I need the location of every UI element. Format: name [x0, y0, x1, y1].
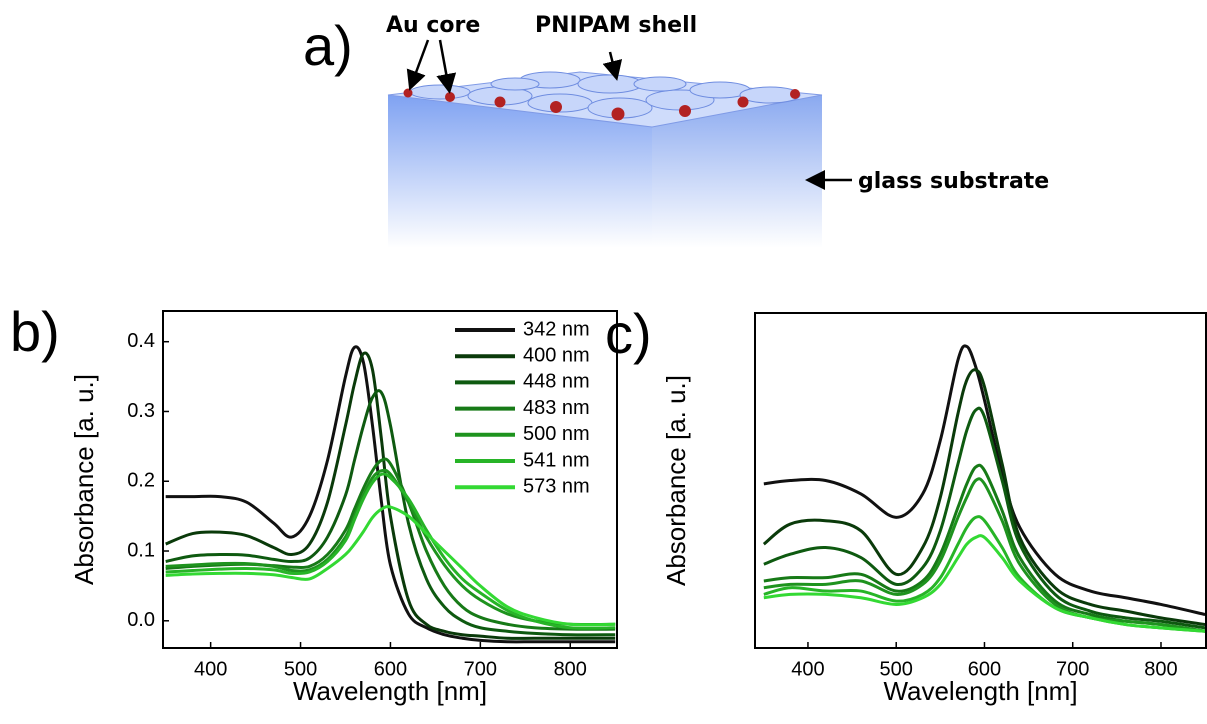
annotation: PNIPAM shell [535, 13, 697, 38]
substrate-front [388, 95, 652, 248]
data-line [165, 351, 616, 640]
y-tick-label: 0.1 [127, 539, 155, 561]
plot-frame [754, 312, 1207, 649]
x-tick-label: 500 [880, 658, 913, 680]
panel-label: b) [10, 300, 60, 363]
plot-frame [162, 310, 618, 649]
x-axis-title: Wavelength [nm] [293, 676, 487, 706]
legend-label: 573 nm [523, 475, 590, 497]
y-axis-title: Absorbance [a. u.] [69, 374, 99, 585]
data-line [165, 505, 616, 627]
y-tick-label: 0.4 [127, 330, 155, 352]
x-tick-label: 500 [284, 658, 317, 680]
x-tick-label: 700 [1056, 658, 1089, 680]
y-tick-label: 0.3 [127, 400, 155, 422]
chart: c) Wavelength [nm] Absorbance [a. u.] 400 50… [605, 302, 1207, 706]
data-line [763, 406, 1206, 630]
legend-label: 400 nm [523, 344, 590, 366]
pnipam-shells [409, 71, 801, 119]
data-line [165, 389, 616, 637]
data-line [165, 345, 616, 644]
data-line [763, 534, 1206, 633]
y-tick-label: 0.0 [127, 609, 155, 631]
substrate-side [652, 95, 822, 248]
legend-label: 500 nm [523, 423, 590, 445]
x-tick-label: 800 [1144, 658, 1177, 680]
data-line [763, 344, 1206, 616]
x-axis-title: Wavelength [nm] [883, 676, 1077, 706]
chart: b) Wavelength [nm] Absorbance [a. u.] 400 50… [10, 300, 618, 706]
data-line [165, 472, 616, 630]
panel-label: a) [303, 14, 353, 77]
x-tick-label: 800 [554, 658, 587, 680]
y-axis-title: Absorbance [a. u.] [661, 375, 691, 586]
legend-label: 448 nm [523, 371, 590, 393]
annotation: Au core [386, 13, 480, 38]
substrate-diagram: a) Au core PNIPAM shell glass substrate [303, 13, 1049, 248]
y-tick-label: 0.2 [127, 470, 155, 492]
data-line [165, 468, 616, 627]
x-tick-label: 400 [791, 658, 824, 680]
data-line [763, 477, 1206, 633]
panel-label: c) [605, 302, 652, 365]
x-tick-label: 600 [374, 658, 407, 680]
annotation-arrows [406, 39, 852, 190]
au-cores [403, 88, 800, 121]
x-tick-label: 400 [194, 658, 227, 680]
data-line [762, 368, 1206, 627]
annotation: glass substrate [858, 169, 1049, 194]
legend-label: 483 nm [523, 397, 590, 419]
legend-label: 342 nm [523, 318, 590, 340]
legend-label: 541 nm [523, 449, 590, 471]
x-tick-label: 600 [968, 658, 1001, 680]
data-line [763, 463, 1206, 633]
x-tick-label: 700 [464, 658, 497, 680]
